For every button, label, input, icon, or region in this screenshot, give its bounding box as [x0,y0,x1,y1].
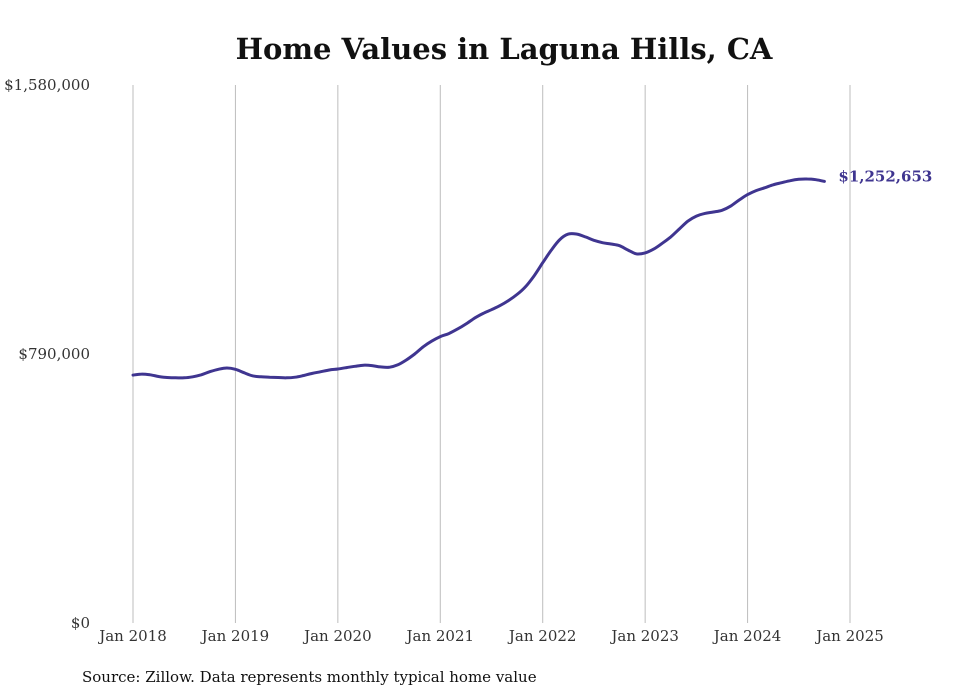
y-tick-label: $1,580,000 [4,76,90,94]
x-tick-label: Jan 2018 [97,627,167,645]
end-value-label: $1,252,653 [838,167,932,185]
x-axis: Jan 2018 Jan 2019 Jan 2020 Jan 2021 Jan 2022… [97,627,884,645]
x-tick-label: Jan 2022 [507,627,577,645]
chart-title: Home Values in Laguna Hills, CA [236,32,773,66]
x-tick-label: Jan 2020 [302,627,372,645]
x-tick-label: Jan 2024 [712,627,782,645]
y-tick-label: $0 [71,614,90,632]
series-layer: $1,252,653 [131,167,932,380]
source-note: Source: Zillow. Data represents monthly … [82,668,537,686]
grid-lines [132,85,851,623]
home-value-series-line [131,177,826,380]
x-tick-label: Jan 2023 [609,627,679,645]
y-tick-label: $790,000 [18,345,90,363]
y-axis: $0 $790,000 $1,580,000 [4,76,90,632]
x-tick-label: Jan 2021 [405,627,475,645]
x-tick-label: Jan 2019 [200,627,270,645]
x-tick-label: Jan 2025 [814,627,884,645]
